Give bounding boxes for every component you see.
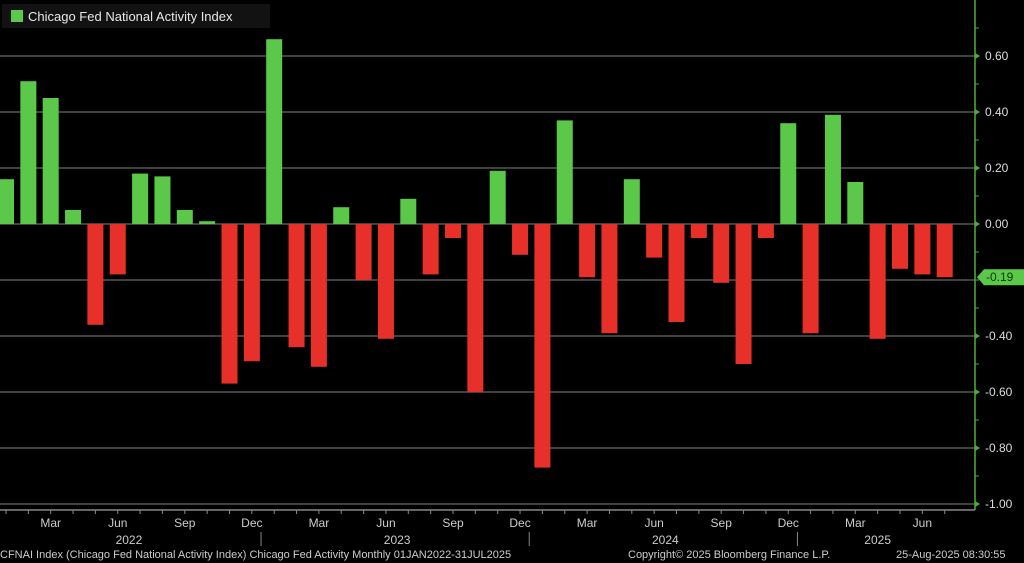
x-year-label: 2023 bbox=[384, 533, 411, 547]
bar bbox=[355, 224, 372, 280]
y-tick-label: 0.60 bbox=[985, 49, 1009, 63]
bar bbox=[824, 114, 841, 224]
x-month-label: Dec bbox=[509, 516, 530, 530]
x-month-label: Dec bbox=[241, 516, 262, 530]
bar bbox=[601, 224, 618, 334]
bar bbox=[579, 224, 596, 278]
bar bbox=[243, 224, 260, 362]
bar bbox=[869, 224, 886, 339]
x-month-label: Dec bbox=[778, 516, 799, 530]
bar bbox=[847, 182, 864, 224]
bar bbox=[154, 176, 171, 224]
bar bbox=[42, 98, 59, 224]
bar bbox=[735, 224, 752, 364]
bar bbox=[377, 224, 394, 339]
x-month-label: Mar bbox=[309, 516, 330, 530]
last-value-label: -0.19 bbox=[986, 270, 1014, 284]
bar bbox=[802, 224, 819, 334]
y-tick-label: 0.40 bbox=[985, 105, 1009, 119]
bar bbox=[87, 224, 104, 325]
bar bbox=[199, 221, 216, 224]
x-month-label: Sep bbox=[174, 516, 196, 530]
legend-swatch bbox=[11, 10, 23, 22]
footer-description: CFNAI Index (Chicago Fed National Activi… bbox=[0, 549, 512, 561]
bar bbox=[221, 224, 238, 384]
bar bbox=[556, 120, 573, 224]
x-year-label: 2025 bbox=[864, 533, 891, 547]
legend: Chicago Fed National Activity Index bbox=[2, 4, 270, 28]
y-tick bbox=[975, 109, 980, 115]
bar bbox=[489, 170, 506, 224]
y-tick bbox=[975, 501, 980, 507]
x-month-label: Mar bbox=[40, 516, 61, 530]
bar bbox=[266, 39, 283, 225]
x-year-label: 2024 bbox=[652, 533, 679, 547]
last-value-badge bbox=[977, 269, 1024, 286]
y-tick-label: -0.80 bbox=[985, 441, 1013, 455]
y-tick-label: -0.60 bbox=[985, 385, 1013, 399]
x-month-label: Sep bbox=[711, 516, 733, 530]
bar bbox=[892, 224, 908, 269]
y-tick bbox=[975, 389, 980, 395]
x-month-label: Mar bbox=[845, 516, 866, 530]
bar bbox=[690, 224, 707, 238]
x-year-label: 2022 bbox=[116, 533, 143, 547]
bar bbox=[176, 210, 193, 224]
bar bbox=[713, 224, 730, 283]
footer-timestamp: 25-Aug-2025 08:30:55 bbox=[896, 549, 1006, 561]
y-tick-label: 0.20 bbox=[985, 161, 1009, 175]
bar bbox=[333, 207, 350, 224]
x-month-label: Jun bbox=[376, 516, 395, 530]
bar bbox=[534, 224, 551, 468]
y-tick bbox=[975, 53, 980, 59]
bar bbox=[400, 198, 417, 224]
x-month-label: Jun bbox=[644, 516, 663, 530]
y-tick bbox=[975, 165, 980, 171]
bar bbox=[132, 173, 149, 224]
x-month-label: Sep bbox=[442, 516, 464, 530]
y-tick-label: 0.00 bbox=[985, 217, 1009, 231]
bar bbox=[310, 224, 327, 367]
legend-label: Chicago Fed National Activity Index bbox=[28, 8, 233, 24]
bar bbox=[646, 224, 663, 258]
y-tick-label: -0.40 bbox=[985, 329, 1013, 343]
bar bbox=[109, 224, 126, 275]
bar bbox=[668, 224, 685, 322]
bar bbox=[936, 224, 953, 278]
x-month-label: Mar bbox=[577, 516, 598, 530]
bar bbox=[288, 224, 305, 348]
footer-copyright: Copyright© 2025 Bloomberg Finance L.P. bbox=[628, 549, 831, 561]
bar bbox=[445, 224, 461, 238]
bar bbox=[20, 81, 37, 224]
bar bbox=[65, 210, 82, 224]
x-month-label: Jun bbox=[913, 516, 932, 530]
bar bbox=[780, 123, 797, 224]
bar bbox=[467, 224, 484, 392]
x-month-label: Jun bbox=[108, 516, 127, 530]
y-tick bbox=[975, 445, 980, 451]
bar bbox=[757, 224, 774, 238]
y-tick bbox=[975, 333, 980, 339]
bar bbox=[623, 179, 640, 224]
bar bbox=[0, 179, 14, 224]
y-tick bbox=[975, 221, 980, 227]
bar bbox=[914, 224, 931, 275]
y-tick-label: -1.00 bbox=[985, 497, 1013, 511]
bar bbox=[422, 224, 439, 275]
bar bbox=[512, 224, 529, 255]
